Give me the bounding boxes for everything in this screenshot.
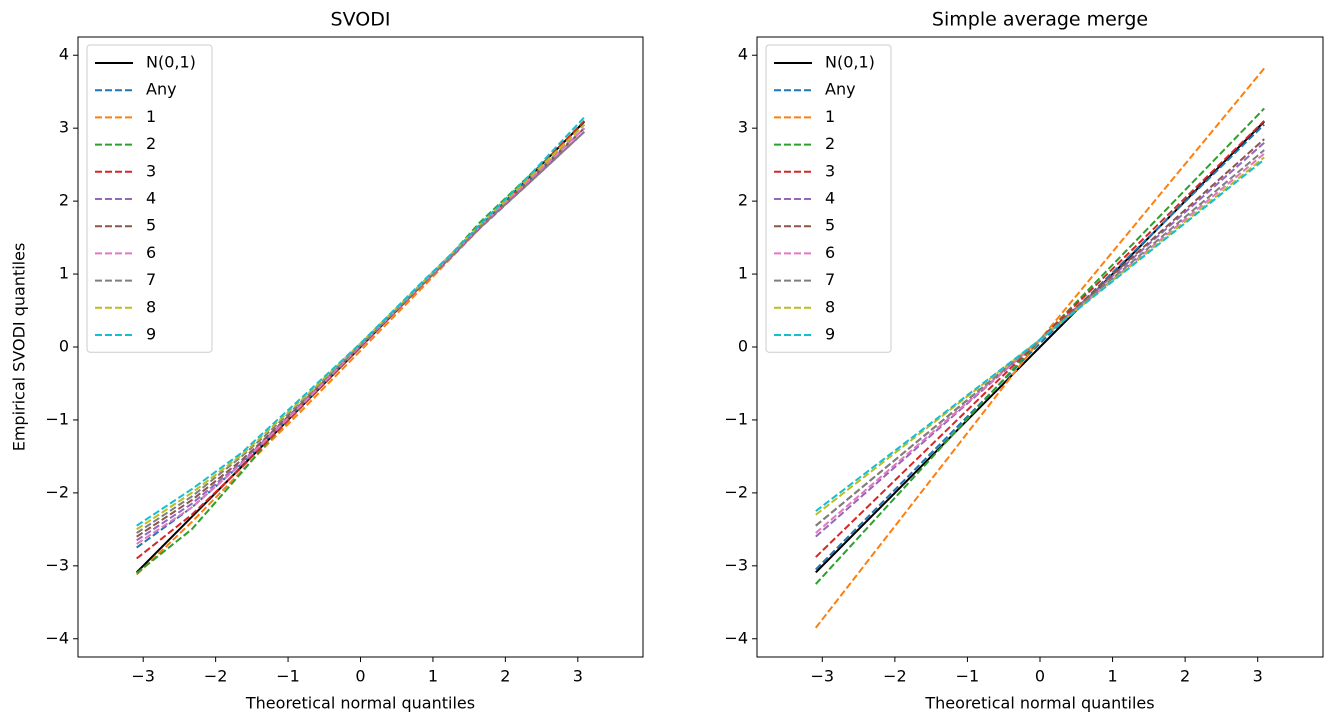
y-axis-label: Empirical SVODI quantiles	[10, 243, 29, 452]
x-tick-label: −1	[956, 667, 980, 686]
x-axis-label: Theoretical normal quantiles	[245, 694, 475, 713]
x-tick-label: 3	[1253, 667, 1263, 686]
y-tick-label: −1	[45, 409, 69, 428]
chart-title: Simple average merge	[932, 9, 1148, 31]
x-tick-label: 1	[1107, 667, 1117, 686]
legend-label: N(0,1)	[825, 53, 875, 72]
y-tick-label: 1	[59, 264, 69, 283]
x-tick-label: −2	[204, 667, 228, 686]
x-tick-label: 3	[573, 667, 583, 686]
series-line	[815, 123, 1265, 571]
legend-label: 7	[825, 270, 835, 289]
legend-label: 2	[825, 134, 835, 153]
legend-label: 8	[146, 297, 156, 316]
legend-label: 2	[146, 134, 156, 153]
x-tick-label: −3	[811, 667, 835, 686]
x-tick-label: 2	[1180, 667, 1190, 686]
legend-label: 1	[825, 107, 835, 126]
legend-box	[765, 44, 892, 353]
legend-label: 1	[146, 107, 156, 126]
legend-label: Any	[825, 80, 856, 99]
y-tick-label: −2	[45, 482, 69, 501]
chart-title: SVODI	[331, 9, 391, 31]
y-tick-label: 3	[738, 118, 748, 137]
series-line	[136, 123, 586, 531]
series-line	[815, 120, 1265, 574]
legend-label: 9	[146, 325, 156, 344]
legend-label: 8	[825, 297, 835, 316]
y-tick-label: 2	[738, 191, 748, 210]
series-line	[136, 116, 586, 527]
x-axis-label: Theoretical normal quantiles	[924, 694, 1154, 713]
legend: N(0,1) Any 1 2 3 4 5 6 7 8 9	[765, 44, 892, 353]
legend-label: 6	[146, 243, 156, 262]
legend-label: 3	[146, 161, 156, 180]
legend-label: 5	[825, 216, 835, 235]
y-tick-label: −1	[724, 409, 748, 428]
y-tick-label: 0	[59, 337, 69, 356]
y-tick-label: 1	[738, 264, 748, 283]
y-tick-label: 4	[59, 45, 69, 64]
y-tick-label: −4	[724, 628, 748, 647]
y-tick-label: 0	[738, 337, 748, 356]
y-tick-label: 2	[59, 191, 69, 210]
x-tick-label: 0	[1035, 667, 1045, 686]
x-tick-label: 2	[500, 667, 510, 686]
legend-label: 6	[825, 243, 835, 262]
series-line	[136, 131, 586, 534]
legend-label: 4	[146, 189, 156, 208]
y-tick-label: −3	[724, 555, 748, 574]
y-tick-label: 4	[738, 45, 748, 64]
series-line	[136, 123, 586, 574]
x-tick-label: 1	[428, 667, 438, 686]
legend-label: N(0,1)	[146, 53, 196, 72]
legend-label: 7	[146, 270, 156, 289]
x-tick-label: −3	[131, 667, 155, 686]
legend-box	[86, 44, 213, 353]
legend-label: 4	[825, 189, 835, 208]
legend-label: Any	[146, 80, 177, 99]
legend-label: 9	[825, 325, 835, 344]
y-tick-label: −3	[45, 555, 69, 574]
x-tick-label: −1	[276, 667, 300, 686]
y-tick-label: −4	[45, 628, 69, 647]
y-tick-label: −2	[724, 482, 748, 501]
x-tick-label: 0	[355, 667, 365, 686]
series-line	[815, 158, 1265, 512]
legend-label: 5	[146, 216, 156, 235]
y-tick-label: 3	[59, 118, 69, 137]
x-tick-label: −2	[883, 667, 907, 686]
legend: N(0,1) Any 1 2 3 4 5 6 7 8 9	[86, 44, 213, 353]
legend-label: 3	[825, 161, 835, 180]
